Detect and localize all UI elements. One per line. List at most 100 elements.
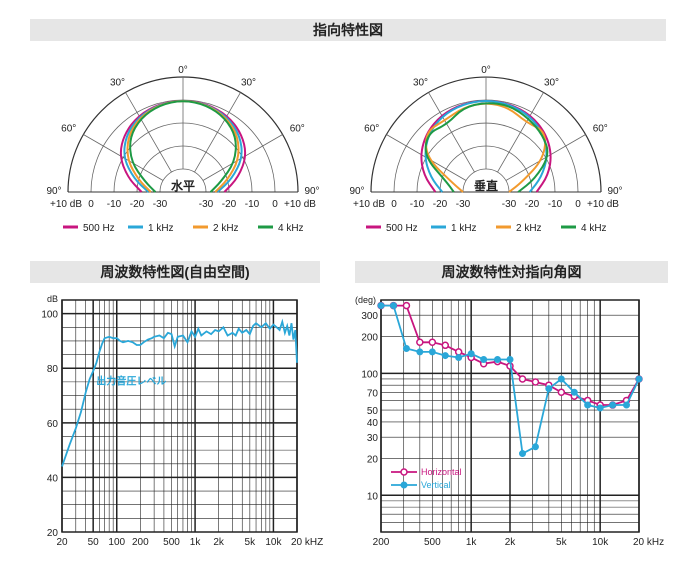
da-point-vertical (557, 375, 565, 383)
da-legend-marker (400, 481, 408, 489)
angle-label: 60° (593, 124, 608, 135)
da-x-tick: 20 kHz (633, 537, 664, 548)
polar-spoke (194, 92, 241, 173)
da-y-tick: 20 (367, 455, 379, 466)
db-label: 0 (391, 199, 397, 210)
da-y-label: (deg) (355, 295, 376, 305)
db-label: -10 (107, 199, 122, 210)
legend-label: 500 Hz (83, 223, 115, 234)
angle-label: 90° (349, 186, 364, 197)
da-point-horizontal (557, 388, 566, 397)
da-point-horizontal (428, 338, 437, 347)
db-label: -20 (222, 199, 237, 210)
da-point-vertical (545, 385, 553, 393)
polar-spoke (428, 92, 475, 173)
da-point-vertical (531, 443, 539, 451)
db-label: -30 (153, 199, 168, 210)
fr-series-line (61, 318, 298, 467)
da-point-horizontal (416, 338, 424, 347)
da-legend-label: Horizontal (421, 467, 462, 477)
polar-ring (159, 168, 207, 193)
fr-x-tick: 20 kHZ (291, 537, 323, 548)
da-y-tick: 50 (367, 406, 379, 417)
da-point-vertical (428, 348, 436, 356)
da-y-tick: 300 (361, 311, 378, 322)
db-label: -10 (548, 199, 563, 210)
angle-label: 90° (607, 186, 622, 197)
db-label: -20 (433, 199, 448, 210)
db-label: -20 (130, 199, 145, 210)
da-point-vertical (635, 375, 643, 383)
da-point-horizontal (441, 341, 450, 350)
da-point-vertical (480, 356, 488, 364)
db-label: -30 (456, 199, 471, 210)
angle-label: 60° (290, 124, 305, 135)
angle-label: 60° (61, 124, 76, 135)
polar-spoke (125, 92, 172, 173)
da-x-tick: 1k (466, 537, 478, 548)
polar-series-line (129, 100, 237, 193)
fr-y-tick: 60 (47, 419, 59, 430)
legend-label: 4 kHz (278, 223, 304, 234)
da-point-vertical (519, 450, 527, 458)
db-label: -30 (502, 199, 517, 210)
fr-y-tick: 100 (41, 310, 58, 321)
fr-x-tick: 1k (190, 537, 202, 548)
da-y-tick: 10 (367, 491, 379, 502)
da-point-vertical (416, 348, 424, 356)
db-label: -10 (245, 199, 260, 210)
legend-label: 500 Hz (386, 223, 418, 234)
fr-frame (61, 299, 298, 533)
fr-annotation: 出力音圧レベル (96, 375, 166, 388)
da-x-tick: 500 (424, 537, 441, 548)
frequency-response-header: 周波数特性図(自由空間) (30, 261, 320, 283)
da-x-tick: 200 (373, 537, 390, 548)
da-point-vertical (584, 401, 592, 409)
db-label: +10 dB (353, 199, 385, 210)
fr-x-tick: 20 (56, 537, 68, 548)
da-legend-marker (400, 468, 408, 476)
polar-spoke (83, 134, 164, 181)
da-y-tick: 40 (367, 418, 379, 429)
polar-spoke (497, 92, 544, 173)
da-point-vertical (377, 302, 385, 310)
da-point-vertical (467, 350, 475, 358)
db-label: -10 (410, 199, 425, 210)
da-point-vertical (493, 356, 501, 364)
angle-label: 30° (544, 77, 559, 88)
angle-label: 60° (364, 124, 379, 135)
fr-x-tick: 200 (132, 537, 149, 548)
fr-x-tick: 2k (213, 537, 225, 548)
db-label: 0 (575, 199, 581, 210)
db-label: +10 dB (50, 199, 82, 210)
da-y-tick: 100 (361, 369, 378, 380)
da-y-tick: 200 (361, 333, 378, 344)
polar-center-label: 垂直 (474, 178, 498, 193)
da-point-vertical (570, 388, 578, 396)
fr-y-label: dB (47, 294, 58, 304)
db-label: 0 (272, 199, 278, 210)
da-point-horizontal (531, 378, 540, 386)
db-label: -20 (525, 199, 540, 210)
polar-spoke (202, 134, 283, 181)
polar-center-label: 水平 (171, 178, 195, 193)
fr-x-tick: 50 (88, 537, 100, 548)
directivity-angle-header: 周波数特性対指向角図 (355, 261, 668, 283)
da-point-vertical (506, 356, 514, 364)
db-label: -30 (199, 199, 214, 210)
fr-y-tick: 40 (47, 473, 59, 484)
legend-label: 1 kHz (148, 223, 174, 234)
da-y-tick: 30 (367, 433, 379, 444)
fr-x-tick: 500 (163, 537, 180, 548)
da-point-vertical (455, 354, 463, 362)
da-point-horizontal (402, 301, 411, 310)
angle-label: 30° (110, 77, 125, 88)
db-label: +10 dB (284, 199, 316, 210)
fr-x-tick: 100 (108, 537, 125, 548)
angle-label: 90° (304, 186, 319, 197)
da-y-tick: 70 (367, 388, 379, 399)
legend-label: 2 kHz (516, 223, 542, 234)
fr-x-tick: 10k (265, 537, 282, 548)
da-x-tick: 2k (505, 537, 517, 548)
